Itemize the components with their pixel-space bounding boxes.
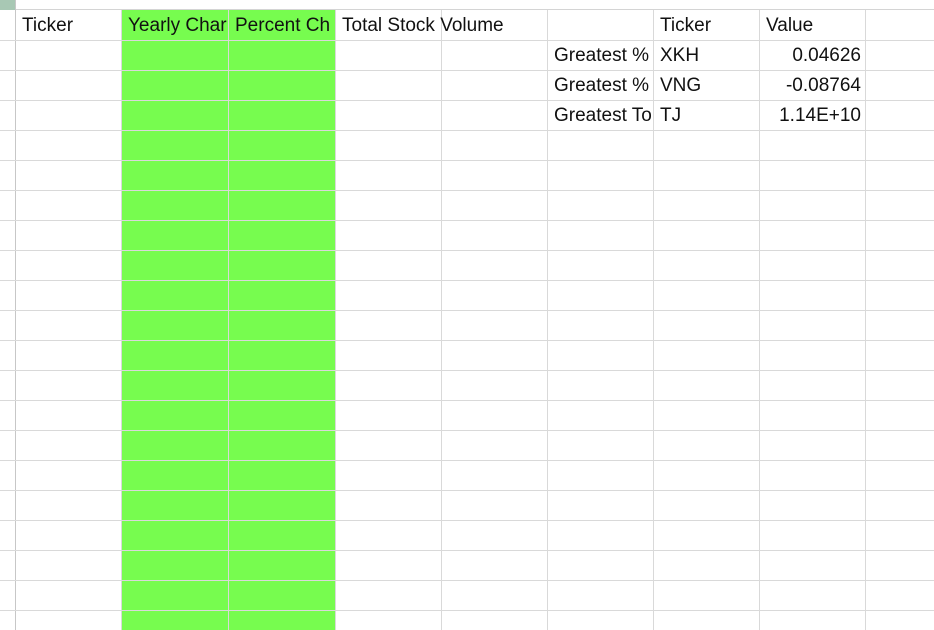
column-i[interactable] <box>866 10 934 630</box>
summary-label-greatest-increase[interactable]: Greatest % <box>554 45 650 66</box>
column-e[interactable] <box>442 10 548 630</box>
header-summary-value[interactable]: Value <box>766 15 814 36</box>
row-separator-4 <box>0 160 934 161</box>
row-separator-14 <box>0 460 934 461</box>
row-separator-0 <box>0 40 934 41</box>
row-separator-17 <box>0 550 934 551</box>
row-separator-12 <box>0 400 934 401</box>
row-separator-15 <box>0 490 934 491</box>
row-separator-16 <box>0 520 934 521</box>
summary-value-greatest-total-volume[interactable]: 1.14E+10 <box>779 105 861 126</box>
header-summary-ticker[interactable]: Ticker <box>660 15 712 36</box>
summary-ticker-greatest-decrease[interactable]: VNG <box>660 75 702 96</box>
row-header-gutter <box>0 10 16 630</box>
row-separator-8 <box>0 280 934 281</box>
row-separator-3 <box>0 130 934 131</box>
summary-ticker-greatest-total-volume[interactable]: TJ <box>660 105 682 126</box>
column-d[interactable] <box>336 10 442 630</box>
row-separator-19 <box>0 610 934 611</box>
row-separator-13 <box>0 430 934 431</box>
column-b-highlighted[interactable] <box>122 10 229 630</box>
row-separator-10 <box>0 340 934 341</box>
row-separator-1 <box>0 70 934 71</box>
row-separator-7 <box>0 250 934 251</box>
row-separator-9 <box>0 310 934 311</box>
header-yearly-change[interactable]: Yearly Char <box>128 15 227 36</box>
header-percent-change[interactable]: Percent Ch <box>235 15 331 36</box>
header-total-stock-volume[interactable]: Total Stock Volume <box>342 15 504 36</box>
row-separator-5 <box>0 190 934 191</box>
column-h[interactable] <box>760 10 866 630</box>
column-a[interactable] <box>16 10 122 630</box>
row-separator-6 <box>0 220 934 221</box>
row-separator-2 <box>0 100 934 101</box>
summary-label-greatest-decrease[interactable]: Greatest % <box>554 75 650 96</box>
summary-label-greatest-total-volume[interactable]: Greatest To <box>554 105 652 126</box>
column-f[interactable] <box>548 10 654 630</box>
column-c-highlighted[interactable] <box>229 10 336 630</box>
summary-value-greatest-increase[interactable]: 0.04626 <box>792 45 861 66</box>
summary-value-greatest-decrease[interactable]: -0.08764 <box>785 75 861 96</box>
summary-ticker-greatest-increase[interactable]: XKH <box>660 45 700 66</box>
header-ticker[interactable]: Ticker <box>22 15 74 36</box>
column-g[interactable] <box>654 10 760 630</box>
row-separator-11 <box>0 370 934 371</box>
row-separator-18 <box>0 580 934 581</box>
column-header-strip <box>0 0 934 10</box>
select-all-corner[interactable] <box>0 0 16 10</box>
